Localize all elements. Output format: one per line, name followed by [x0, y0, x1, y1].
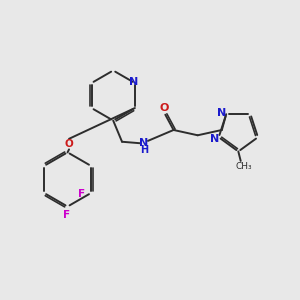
Text: F: F [78, 190, 85, 200]
Text: N: N [129, 76, 138, 86]
Text: CH₃: CH₃ [236, 162, 253, 171]
Text: N: N [140, 138, 149, 148]
Text: O: O [65, 139, 74, 149]
Text: H: H [140, 145, 148, 155]
Text: O: O [159, 103, 169, 113]
Text: F: F [62, 210, 70, 220]
Text: N: N [210, 134, 219, 144]
Text: N: N [217, 108, 226, 118]
